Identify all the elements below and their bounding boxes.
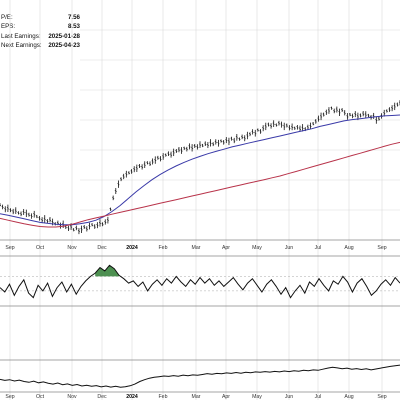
x-tick-label-lower: Apr (222, 394, 230, 400)
stat-eps-label: EPS: (1, 23, 16, 31)
stat-last-earnings-value: 2025-01-28 (48, 32, 80, 40)
stat-next-earnings-label: Next Earnings: (1, 42, 42, 50)
stat-eps: EPS: 8.53 (0, 22, 80, 31)
x-tick-label: Aug (344, 245, 353, 251)
indicator-line (0, 264, 400, 299)
x-tick-label-lower: Nov (67, 394, 77, 400)
x-tick-label: Nov (67, 245, 77, 251)
x-tick-label-lower: Sep (377, 394, 386, 400)
x-tick-label-lower: Mar (192, 394, 201, 400)
x-tick-label-lower: Jun (285, 394, 293, 400)
x-tick-label: Dec (97, 245, 107, 251)
x-tick-label-lower: Dec (97, 394, 107, 400)
stat-pe: P/E: 7.56 (0, 13, 80, 22)
stat-eps-value: 8.53 (67, 23, 80, 31)
stat-last-earnings-label: Last Earnings: (1, 32, 41, 40)
x-tick-label: Sep (5, 245, 14, 251)
x-tick-label: 2024 (126, 245, 138, 251)
x-tick-label: Sep (377, 245, 386, 251)
x-tick-label: Apr (222, 245, 230, 251)
x-tick-label: Feb (159, 245, 168, 251)
x-tick-label: Jun (285, 245, 293, 251)
x-tick-label-lower: Sep (5, 394, 14, 400)
moving-average-short-line (0, 114, 400, 226)
stat-pe-label: P/E: (1, 14, 13, 21)
x-tick-label-lower: Oct (36, 394, 45, 400)
stat-next-earnings-value: 2025-04-23 (48, 42, 80, 50)
stat-pe-value: 7.56 (67, 14, 80, 21)
x-tick-label-lower: Jul (315, 394, 322, 400)
moving-average-long-line (0, 141, 400, 228)
stat-last-earnings: Last Earnings: 2025-01-28 (0, 32, 80, 41)
stats-panel: P/E: 7.56 EPS: 8.53 Last Earnings: 2025-… (0, 13, 80, 51)
x-tick-label: Oct (36, 245, 45, 251)
lower-panel-line (0, 364, 400, 388)
x-tick-label-lower: May (252, 394, 262, 400)
x-tick-label: Jul (315, 245, 322, 251)
x-tick-label: May (252, 245, 262, 251)
x-tick-label-lower: Feb (159, 394, 168, 400)
x-tick-label: Mar (192, 245, 201, 251)
x-tick-label-lower: 2024 (126, 394, 138, 400)
x-tick-label-lower: Aug (344, 394, 353, 400)
stat-next-earnings: Next Earnings: 2025-04-23 (0, 41, 80, 50)
